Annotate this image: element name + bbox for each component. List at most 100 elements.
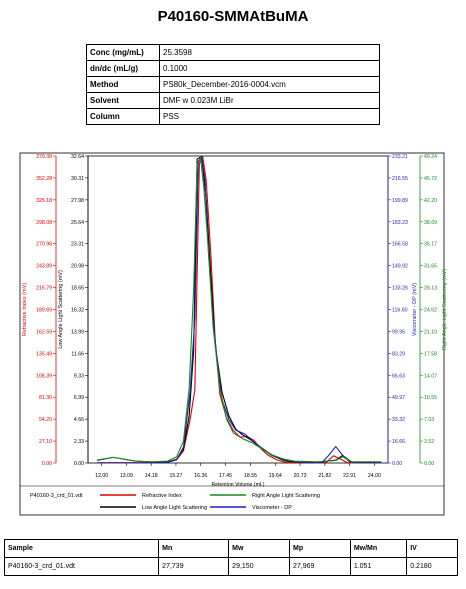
series-line-low-angle-light-scattering (96, 155, 382, 463)
x-tick-label: 18.55 (244, 473, 257, 479)
info-value: PSS (159, 108, 380, 125)
y-tick-label: 23.31 (71, 242, 84, 248)
y-tick-label: 216.79 (36, 286, 52, 292)
y-tick-label: 30.31 (71, 176, 84, 182)
x-tick-label: 17.45 (219, 473, 232, 479)
y-tick-label: 13.99 (71, 329, 84, 335)
x-axis-label: Retention Volume (mL) (211, 482, 264, 488)
series-line-right-angle-light-scattering (96, 156, 382, 463)
y-tick-label: 99.95 (392, 329, 405, 335)
results-cell: 1.051 (349, 557, 408, 576)
y-tick-label: 133.26 (392, 286, 408, 292)
info-row: Solvent DMF w 0.023M LiBr (86, 92, 380, 109)
page-title: P40160-SMMAtBuMA (157, 8, 309, 25)
sample-info-table: Conc (mg/mL) 25.3598 dn/dc (mL/g) 0.1000 Met… (86, 44, 380, 125)
legend-label: Viscometer - DP (252, 505, 292, 511)
y-tick-label: 0.00 (392, 461, 402, 467)
x-tick-label: 16.36 (194, 473, 207, 479)
y-tick-label: 11.66 (71, 351, 84, 357)
results-header: Mp (289, 539, 351, 558)
y-tick-label: 18.65 (71, 286, 84, 292)
y-tick-label: 25.64 (71, 220, 84, 226)
y-tick-label: 243.89 (36, 264, 52, 270)
y-tick-label: 149.92 (392, 264, 408, 270)
plot-area (87, 155, 389, 464)
y-tick-label: 16.32 (71, 308, 84, 314)
y-tick-label: 162.59 (36, 329, 52, 335)
x-tick-label: 24.00 (368, 473, 381, 479)
y-tick-label: 379.38 (36, 154, 52, 160)
y-tick-label: 116.60 (392, 308, 408, 314)
y-axis-label: Low Angle Light Scattering (mV) (58, 270, 64, 349)
results-header: Mw (228, 539, 290, 558)
y-tick-label: 6.99 (74, 395, 84, 401)
y-tick-label: 66.63 (392, 373, 405, 379)
legend-label: Low Angle Light Scattering (142, 505, 207, 511)
y-tick-label: 49.97 (392, 395, 405, 401)
legend-label: Refractive Index (142, 493, 182, 499)
y-axis-label: Refractive Index (mV) (22, 283, 28, 336)
y-tick-label: 33.32 (392, 417, 405, 423)
y-tick-label: 270.98 (36, 242, 52, 248)
y-tick-label: 54.20 (39, 417, 52, 423)
results-header: Mw/Mn (349, 539, 408, 558)
results-row: P40160-3_crd_01.vdt 27,739 29,150 27,969 1.0… (3, 557, 458, 576)
y-axis-label: Right Angle Light Scattering (mV) (442, 269, 448, 350)
y-tick-label: 81.30 (39, 395, 52, 401)
info-row: Method PS80k_December-2016-0004.vcm (86, 76, 380, 93)
chromatogram-chart: 0.00 27.10 54.20 81.30 108.39 135.49 162.59 189… (19, 152, 448, 516)
y-tick-label: 24.62 (424, 308, 437, 314)
y-tick-label: 352.28 (36, 176, 52, 182)
x-tick-label: 15.27 (169, 473, 182, 479)
y-tick-label: 189.69 (36, 308, 52, 314)
legend-label: Right Angle Light Scattering (252, 493, 320, 499)
y-tick-label: 3.52 (424, 439, 434, 445)
results-cell: 27,739 (158, 557, 230, 576)
y-tick-label: 0.00 (42, 461, 52, 467)
results-cell: 0.2180 (406, 557, 458, 576)
results-cell: P40160-3_crd_01.vdt (3, 557, 160, 576)
results-table: Sample Mn Mw Mp Mw/Mn IV P40160-3_crd_01.vdt 2… (3, 539, 458, 576)
y-tick-label: 27.10 (39, 439, 52, 445)
y-tick-label: 16.66 (392, 439, 405, 445)
x-tick-label: 13.09 (120, 473, 133, 479)
y-tick-label: 17.58 (424, 351, 437, 357)
y-tick-label: 28.13 (424, 286, 437, 292)
y-tick-label: 233.21 (392, 154, 408, 160)
y-tick-label: 27.98 (71, 198, 84, 204)
y-tick-label: 14.07 (424, 373, 437, 379)
y-tick-label: 32.64 (71, 154, 84, 160)
y-tick-label: 199.89 (392, 198, 408, 204)
y-tick-label: 2.33 (74, 439, 84, 445)
series-line-refractive-index (97, 156, 382, 464)
y-tick-label: 325.18 (36, 198, 52, 204)
y-tick-label: 166.58 (392, 242, 408, 248)
x-tick-label: 12.00 (95, 473, 108, 479)
x-tick-label: 19.64 (269, 473, 282, 479)
results-header: Mn (158, 539, 230, 558)
x-tick-label: 14.18 (145, 473, 158, 479)
y-tick-label: 20.98 (71, 264, 84, 270)
results-cell: 27,969 (289, 557, 351, 576)
y-tick-label: 7.03 (424, 417, 434, 423)
series-line-viscometer-dp (97, 155, 382, 464)
y-tick-label: 9.33 (74, 373, 84, 379)
results-cell: 29,150 (228, 557, 290, 576)
x-tick-label: 21.82 (318, 473, 331, 479)
y-tick-label: 21.10 (424, 329, 437, 335)
y-tick-label: 108.39 (36, 373, 52, 379)
y-tick-label: 298.08 (36, 220, 52, 226)
y-tick-label: 4.66 (74, 417, 84, 423)
results-header: IV (406, 539, 458, 558)
y-tick-label: 45.72 (424, 176, 437, 182)
y-axis-label: Viscometer - DP (mV) (412, 283, 418, 336)
info-row: Conc (mg/mL) 25.3598 (86, 44, 380, 61)
legend-file-name: P40160-3_crd_01.vdt (30, 493, 83, 499)
y-tick-label: 216.55 (392, 176, 408, 182)
y-tick-label: 83.29 (392, 351, 405, 357)
y-tick-label: 10.55 (424, 395, 437, 401)
y-tick-label: 35.17 (424, 242, 437, 248)
y-tick-label: 42.20 (424, 198, 437, 204)
y-tick-label: 135.49 (36, 351, 52, 357)
y-tick-label: 0.00 (74, 461, 84, 467)
